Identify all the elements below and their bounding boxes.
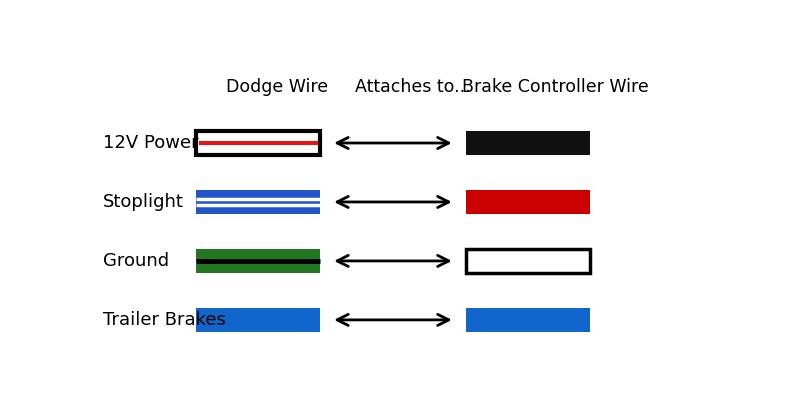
Bar xyxy=(196,131,320,155)
Bar xyxy=(466,131,590,155)
Bar xyxy=(198,141,318,145)
Text: 12V Power: 12V Power xyxy=(103,134,198,152)
Text: Trailer Brakes: Trailer Brakes xyxy=(103,311,226,329)
Bar xyxy=(466,308,590,332)
Bar xyxy=(466,190,590,214)
Text: Brake Controller Wire: Brake Controller Wire xyxy=(462,78,649,96)
Bar xyxy=(196,249,320,272)
Text: Attaches to...: Attaches to... xyxy=(355,78,471,96)
Bar xyxy=(196,190,320,214)
Text: Ground: Ground xyxy=(103,252,170,270)
Text: Dodge Wire: Dodge Wire xyxy=(226,78,328,96)
Bar xyxy=(196,308,320,332)
Text: Stoplight: Stoplight xyxy=(103,193,184,211)
Bar xyxy=(466,249,590,272)
